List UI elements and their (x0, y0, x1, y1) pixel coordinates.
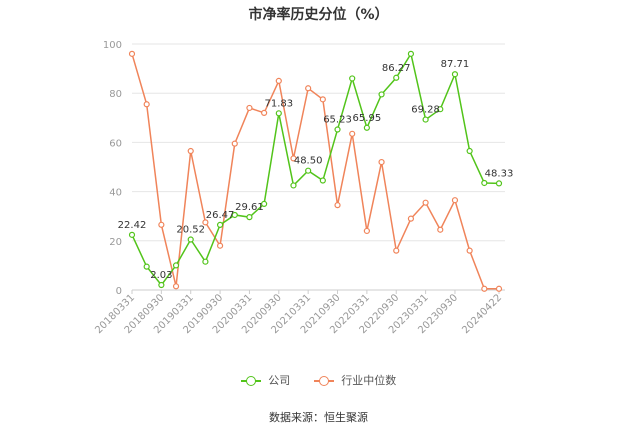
point-industry (481, 285, 488, 292)
legend-label-company: 公司 (268, 374, 291, 387)
data-label: 20.52 (176, 225, 205, 236)
point-company (393, 74, 400, 81)
point-industry (393, 247, 400, 254)
point-company (187, 236, 194, 243)
point-company (128, 231, 136, 238)
y-tick-label: 0 (116, 286, 122, 297)
point-company (216, 221, 224, 228)
data-label: 2.03 (150, 270, 172, 281)
legend-swatch-industry (313, 376, 334, 386)
data-label: 22.42 (118, 220, 147, 231)
point-industry (231, 140, 238, 147)
y-tick-label: 80 (109, 89, 122, 100)
point-industry (261, 109, 268, 116)
y-tick-label: 60 (109, 138, 122, 149)
point-company (378, 91, 385, 98)
point-industry (216, 242, 224, 249)
legend-item-industry[interactable]: 行业中位数 (313, 372, 397, 388)
point-company (275, 110, 282, 117)
point-industry (305, 85, 312, 92)
point-company (437, 106, 444, 113)
point-industry (143, 101, 150, 108)
y-tick-label: 40 (109, 188, 122, 199)
data-label: 65.95 (353, 113, 382, 124)
data-label: 69.28 (411, 105, 440, 116)
point-company (231, 211, 238, 219)
point-industry (437, 226, 444, 233)
y-tick-label: 100 (103, 40, 122, 51)
point-industry (128, 50, 136, 57)
point-industry (158, 221, 165, 228)
point-industry (422, 199, 429, 206)
point-company (246, 214, 253, 221)
point-company (481, 179, 488, 187)
point-company (466, 147, 473, 155)
point-company (422, 116, 429, 123)
data-label: 26.47 (206, 210, 235, 221)
point-company (407, 50, 415, 57)
legend-label-industry: 行业中位数 (341, 374, 397, 387)
point-industry (349, 130, 356, 137)
point-industry (172, 283, 180, 290)
axes: 0204060801002018033120180930201903312019… (93, 40, 505, 336)
point-industry (378, 158, 385, 166)
point-industry (466, 247, 473, 254)
point-company (305, 167, 312, 174)
point-company (334, 126, 341, 133)
point-company (158, 281, 165, 289)
point-company (143, 263, 150, 270)
point-company (261, 200, 268, 207)
data-label: 48.33 (485, 168, 514, 179)
legend-swatch-company (240, 376, 261, 386)
point-industry (407, 215, 415, 222)
point-industry (290, 155, 297, 162)
chart-title: 市净率历史分位（%） (248, 7, 389, 23)
gridlines (132, 43, 505, 291)
data-label: 87.71 (441, 59, 470, 70)
point-industry (363, 227, 370, 235)
legend-item-company[interactable]: 公司 (240, 372, 291, 388)
point-industry (246, 104, 253, 112)
point-industry (334, 202, 341, 209)
x-tick-label: 20240422 (460, 292, 504, 336)
data-label: 48.50 (294, 156, 323, 167)
point-industry (319, 96, 326, 103)
data-label: 65.23 (323, 115, 352, 126)
point-industry (451, 197, 459, 204)
point-company (172, 262, 180, 269)
y-tick-label: 20 (109, 237, 122, 248)
data-label: 71.83 (264, 98, 293, 109)
point-company (319, 177, 326, 184)
data-label: 86.27 (382, 63, 411, 74)
data-source: 数据来源：恒生聚源 (269, 411, 368, 424)
data-label: 29.61 (235, 202, 264, 213)
point-industry (495, 285, 503, 292)
series (128, 50, 503, 292)
legend: 公司 行业中位数 (0, 372, 637, 388)
point-company (495, 180, 503, 187)
point-company (363, 124, 370, 131)
point-company (349, 75, 356, 82)
point-industry (187, 147, 194, 155)
point-industry (202, 219, 209, 226)
series-line-industry (131, 53, 499, 290)
point-company (451, 71, 459, 78)
point-company (202, 258, 209, 265)
series-line-company (131, 51, 500, 287)
point-company (290, 182, 297, 189)
point-industry (275, 77, 282, 85)
